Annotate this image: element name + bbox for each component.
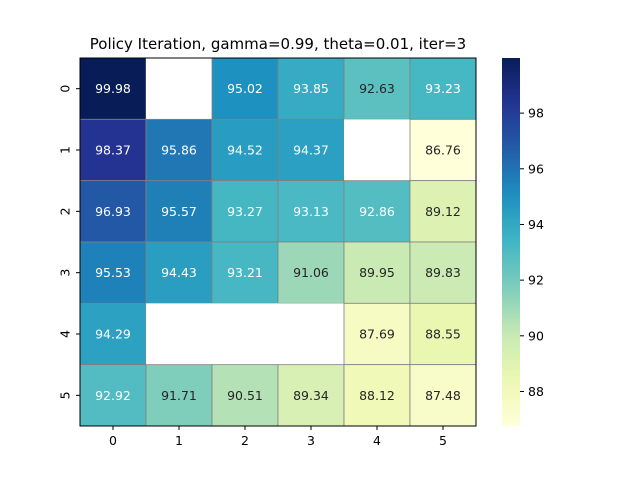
heatmap-cell xyxy=(211,241,279,304)
heatmap-cell xyxy=(409,364,477,427)
heatmap-cell xyxy=(409,57,477,120)
cell-value-label: 89.34 xyxy=(293,388,329,403)
heatmap-cell xyxy=(211,364,279,427)
cell-value-label: 94.52 xyxy=(227,143,263,158)
cell-value-label: 98.37 xyxy=(95,143,131,158)
cell-value-label: 89.83 xyxy=(425,265,461,280)
cell-value-label: 92.92 xyxy=(95,388,131,403)
heatmap-cell-empty xyxy=(344,119,410,181)
plot-frame xyxy=(79,57,477,427)
cell-value-label: 93.23 xyxy=(425,81,461,96)
heatmap-cell-empty xyxy=(146,58,212,120)
heatmap-cell xyxy=(343,241,411,304)
heatmap-cell-empty xyxy=(146,303,212,365)
y-tick-label: 5 xyxy=(58,391,73,399)
heatmap-cell xyxy=(79,302,147,366)
y-axis: 0 1 2 3 4 5 xyxy=(58,85,80,399)
colorbar: 88 90 92 94 96 98 xyxy=(502,58,544,426)
x-tick-label: 1 xyxy=(175,433,183,448)
cell-value-label: 88.55 xyxy=(425,327,461,342)
heatmap-cell xyxy=(277,241,345,304)
heatmap-cell xyxy=(211,180,279,243)
heatmap-cell xyxy=(409,241,477,304)
heatmap-cell xyxy=(409,118,477,182)
chart-title: Policy Iteration, gamma=0.99, theta=0.01… xyxy=(90,35,466,53)
cell-value-label: 87.69 xyxy=(359,327,395,342)
colorbar-tick-label: 90 xyxy=(528,328,544,343)
heatmap-cell xyxy=(409,302,477,366)
cell-value-label: 93.85 xyxy=(293,81,329,96)
heatmap-cell xyxy=(211,118,279,182)
cell-value-label: 92.86 xyxy=(359,204,395,219)
colorbar-tick-label: 96 xyxy=(528,161,544,176)
cell-value-label: 95.53 xyxy=(95,265,131,280)
cell-value-label: 91.71 xyxy=(161,388,197,403)
cell-value-label: 93.27 xyxy=(227,204,263,219)
x-tick-label: 0 xyxy=(109,433,117,448)
cell-value-label: 86.76 xyxy=(425,143,461,158)
cell-value-label: 89.95 xyxy=(359,265,395,280)
colorbar-gradient xyxy=(502,58,520,426)
cell-value-label: 96.93 xyxy=(95,204,131,219)
cell-value-label: 95.86 xyxy=(161,143,197,158)
y-tick-label: 1 xyxy=(58,146,73,154)
y-tick-label: 4 xyxy=(58,330,73,338)
y-tick-label: 2 xyxy=(58,207,73,215)
heatmap-cell xyxy=(79,118,147,182)
heatmap-cell-empty xyxy=(278,303,344,365)
cell-value-label: 95.57 xyxy=(161,204,197,219)
heatmap-cell xyxy=(79,57,147,120)
heatmap-cell-empty xyxy=(212,303,278,365)
cell-value-label: 90.51 xyxy=(227,388,263,403)
colorbar-tick-label: 92 xyxy=(528,273,544,288)
heatmap-cell xyxy=(409,180,477,243)
heatmap-cells: 99.98 95.02 93.85 92.63 93.23 98.37 95.86 94.52… xyxy=(79,57,477,427)
cell-value-label: 95.02 xyxy=(227,81,263,96)
x-tick-label: 4 xyxy=(373,433,381,448)
y-tick-label: 3 xyxy=(58,269,73,277)
y-tick-label: 0 xyxy=(58,85,73,93)
colorbar-tick-label: 88 xyxy=(528,384,544,399)
colorbar-tick-label: 98 xyxy=(528,106,544,121)
heatmap-cell xyxy=(145,180,213,243)
cell-value-label: 88.12 xyxy=(359,388,395,403)
x-axis: 0 1 2 3 4 5 xyxy=(109,426,447,448)
cell-value-label: 87.48 xyxy=(425,388,461,403)
cell-value-label: 92.63 xyxy=(359,81,395,96)
heatmap-cell xyxy=(277,364,345,427)
x-tick-label: 3 xyxy=(307,433,315,448)
heatmap-cell xyxy=(145,241,213,304)
x-tick-label: 5 xyxy=(439,433,447,448)
heatmap-cell xyxy=(277,180,345,243)
cell-value-label: 91.06 xyxy=(293,265,329,280)
heatmap-cell xyxy=(145,364,213,427)
colorbar-tick-label: 94 xyxy=(528,217,544,232)
x-tick-label: 2 xyxy=(241,433,249,448)
cell-value-label: 93.13 xyxy=(293,204,329,219)
cell-value-label: 99.98 xyxy=(95,81,131,96)
cell-value-label: 94.29 xyxy=(95,327,131,342)
cell-value-label: 93.21 xyxy=(227,265,263,280)
cell-value-label: 94.43 xyxy=(161,265,197,280)
heatmap-cell xyxy=(211,57,279,120)
cell-value-label: 94.37 xyxy=(293,143,329,158)
heatmap-cell xyxy=(343,57,411,120)
cell-value-label: 89.12 xyxy=(425,204,461,219)
